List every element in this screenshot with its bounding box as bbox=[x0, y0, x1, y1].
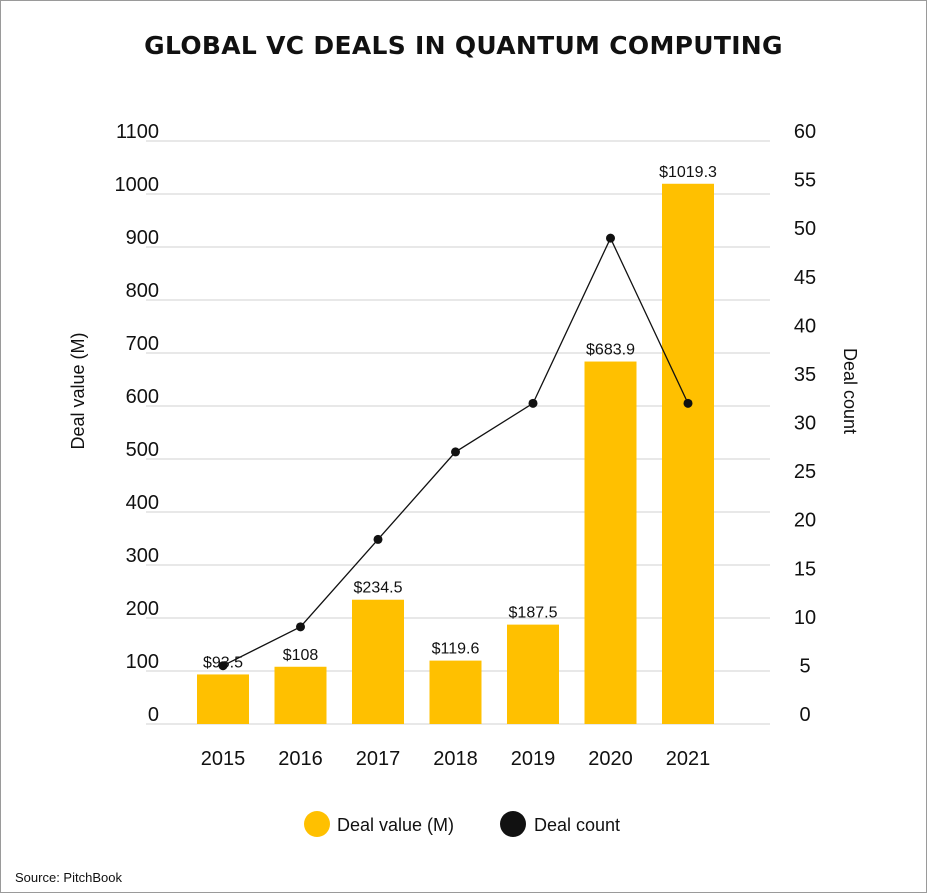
bar-2020 bbox=[584, 361, 637, 724]
y2-tick-label: 60 bbox=[794, 121, 816, 143]
legend-label-deal-count: Deal count bbox=[534, 815, 620, 835]
deal-count-point-2018 bbox=[451, 447, 460, 457]
bar-2016 bbox=[274, 666, 327, 724]
deal-count-point-2021 bbox=[683, 398, 693, 408]
y2-tick-label: 10 bbox=[794, 607, 816, 629]
y2-tick-label: 30 bbox=[794, 413, 816, 435]
bar-series bbox=[197, 183, 714, 724]
legend-label-deal-value: Deal value (M) bbox=[337, 815, 454, 835]
bar-value-label: $683.9 bbox=[586, 342, 635, 359]
bar-value-label: $108 bbox=[283, 647, 319, 664]
deal-count-point-2016 bbox=[296, 622, 305, 632]
bar-value-label: $119.6 bbox=[432, 641, 480, 658]
legend: Deal value (M) Deal count bbox=[304, 811, 620, 837]
y2-axis-title: Deal count bbox=[840, 348, 860, 434]
data-labels: $93.5 $108 $234.5 $119.6 $187.5 $683.9 $1019.3 bbox=[203, 164, 717, 672]
chart-title: GLOBAL VC DEALS IN QUANTUM COMPUTING bbox=[144, 31, 783, 60]
y2-tick-label: 5 bbox=[799, 655, 810, 677]
x-tick-label: 2021 bbox=[666, 748, 711, 770]
y-tick-label: 1100 bbox=[116, 121, 159, 143]
y2-tick-label: 20 bbox=[794, 510, 816, 532]
y2-tick-label: 50 bbox=[794, 218, 816, 240]
y2-tick-label: 55 bbox=[794, 170, 816, 192]
deal-count-point-2015 bbox=[218, 661, 228, 671]
deal-count-point-2017 bbox=[373, 534, 383, 544]
x-tick-label: 2018 bbox=[433, 748, 478, 770]
y-tick-label: 0 bbox=[148, 704, 159, 726]
x-tick-label: 2017 bbox=[356, 748, 401, 770]
legend-marker-deal-count bbox=[500, 811, 526, 837]
y2-tick-label: 40 bbox=[794, 315, 816, 337]
y-tick-label: 500 bbox=[126, 439, 159, 461]
y2-tick-label: 35 bbox=[794, 364, 816, 386]
bar-value-label: $93.5 bbox=[203, 654, 243, 671]
y2-tick-label: 45 bbox=[794, 267, 816, 289]
line-series bbox=[218, 233, 693, 671]
deal-count-point-2019 bbox=[528, 398, 538, 408]
bar-value-label: $234.5 bbox=[354, 580, 403, 597]
bar-value-label: $1019.3 bbox=[659, 164, 717, 181]
legend-marker-deal-value bbox=[304, 811, 330, 837]
y-tick-label: 100 bbox=[126, 651, 159, 673]
y2-tick-label: 15 bbox=[794, 558, 816, 580]
y-tick-label: 400 bbox=[126, 492, 159, 514]
deal-count-point-2020 bbox=[606, 233, 615, 243]
y-tick-label: 800 bbox=[126, 280, 159, 302]
bar-value-label: $187.5 bbox=[509, 605, 558, 622]
bar-2019 bbox=[507, 624, 559, 724]
y-tick-label: 700 bbox=[126, 333, 159, 355]
y-tick-label: 200 bbox=[126, 598, 159, 620]
axes: 0 100 200 300 400 500 600 700 800 900 1000 1100 0 5 10… bbox=[115, 121, 817, 770]
y-tick-label: 600 bbox=[126, 386, 159, 408]
bar-2015 bbox=[197, 674, 249, 724]
bar-2021 bbox=[662, 183, 714, 724]
y-tick-label: 300 bbox=[126, 545, 159, 567]
x-tick-label: 2020 bbox=[588, 748, 633, 770]
x-tick-label: 2019 bbox=[511, 748, 556, 770]
source-note: Source: PitchBook bbox=[15, 870, 122, 885]
bar-2017 bbox=[352, 599, 404, 724]
x-tick-label: 2016 bbox=[278, 748, 323, 770]
y-tick-label: 1000 bbox=[115, 174, 160, 196]
bar-2018 bbox=[429, 660, 482, 724]
y-axis-title: Deal value (M) bbox=[68, 332, 88, 449]
y2-tick-label: 0 bbox=[799, 704, 810, 726]
x-tick-label: 2015 bbox=[201, 748, 246, 770]
y-tick-label: 900 bbox=[126, 227, 159, 249]
y2-tick-label: 25 bbox=[794, 461, 816, 483]
